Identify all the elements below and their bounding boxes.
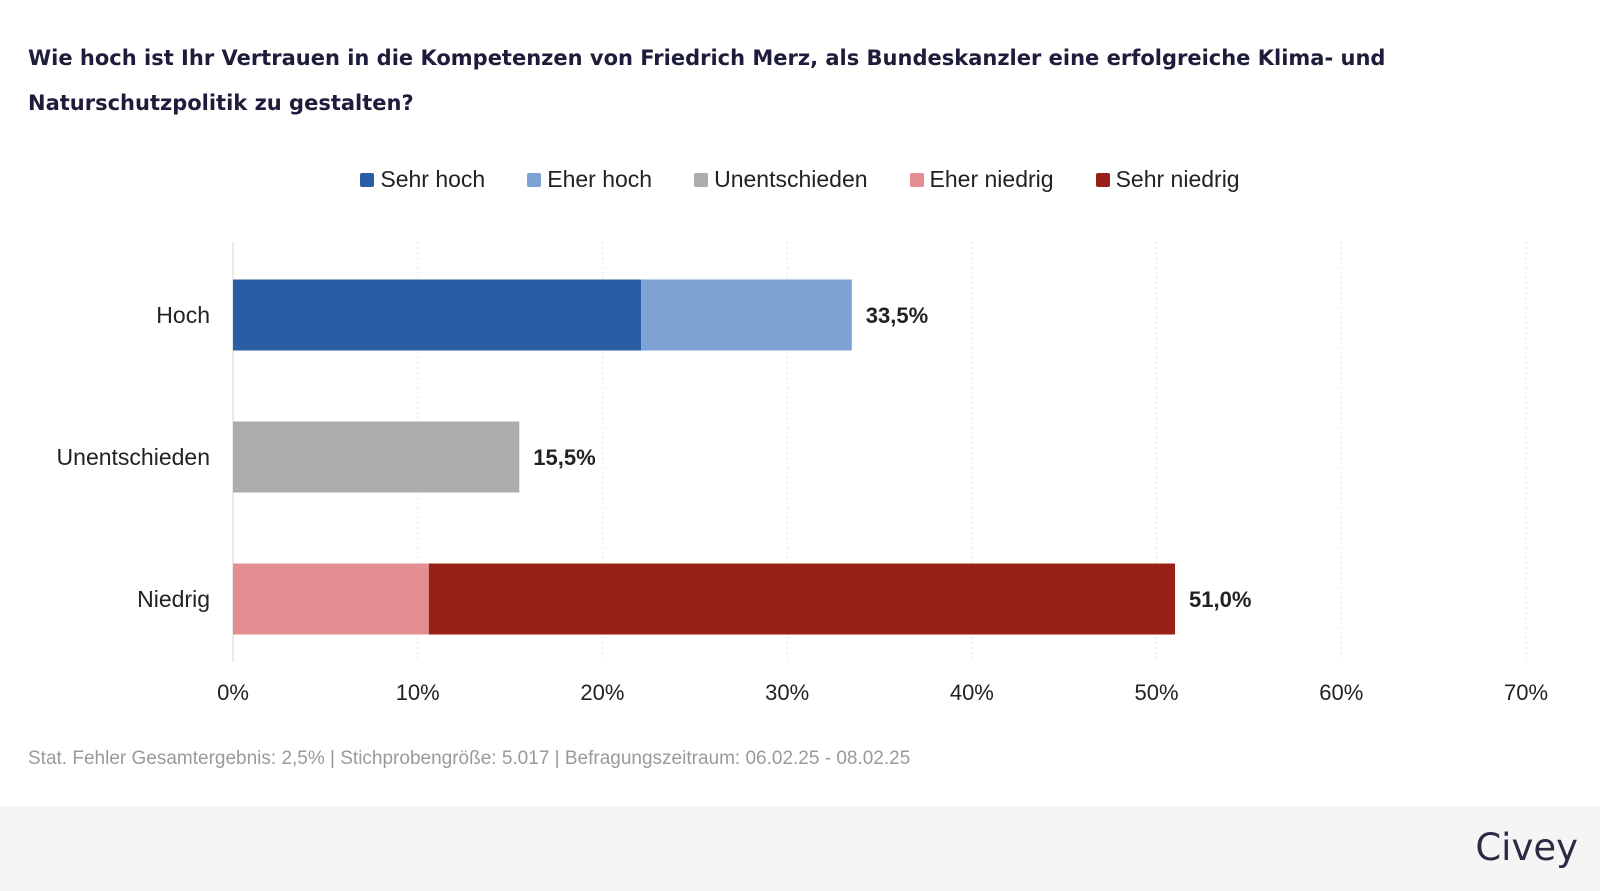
bar-unentschieden-unentschieden [233,421,520,493]
footnote: Stat. Fehler Gesamtergebnis: 2,5% | Stic… [28,748,911,769]
legend-item-unentschieden: Unentschieden [694,166,868,193]
legend-item-eher-hoch: Eher hoch [527,166,652,193]
bar-niedrig-eher-niedrig [233,563,429,635]
legend-item-eher-niedrig: Eher niedrig [909,166,1054,193]
legend-swatch-eher-hoch [527,172,542,187]
legend-swatch-unentschieden [694,172,709,187]
legend-label-eher-niedrig: Eher niedrig [929,166,1054,192]
x-tick-label-10: 10% [396,680,440,705]
chart-legend: Sehr hoch Eher hoch Unentschieden Eher n… [0,166,1600,193]
category-label-unentschieden: Unentschieden [57,444,210,470]
footer-bar: Civey [0,806,1600,891]
legend-swatch-sehr-hoch [360,172,375,187]
bar-hoch-sehr-hoch [233,279,642,351]
data-label-unentschieden: 15,5% [533,445,595,470]
category-label-hoch: Hoch [156,302,210,328]
x-tick-label-40: 40% [950,680,994,705]
legend-swatch-sehr-niedrig [1095,172,1110,187]
legend-label-eher-hoch: Eher hoch [547,166,653,192]
x-tick-label-30: 30% [765,680,809,705]
legend-item-sehr-niedrig: Sehr niedrig [1095,166,1240,193]
data-label-niedrig: 51,0% [1189,587,1251,612]
x-tick-label-60: 60% [1319,680,1363,705]
legend-label-sehr-niedrig: Sehr niedrig [1115,166,1240,192]
legend-swatch-eher-niedrig [909,172,924,187]
x-tick-label-70: 70% [1504,680,1548,705]
x-tick-label-0: 0% [217,680,249,705]
legend-item-sehr-hoch: Sehr hoch [360,166,485,193]
brand-logo: Civey [1475,826,1578,869]
x-tick-label-50: 50% [1135,680,1179,705]
bar-chart: 0% 10% 20% 30% 40% 50% 60% 70% Hoch 33,5% Unentsch… [57,242,1548,705]
chart-title: Wie hoch ist Ihr Vertrauen in die Kompet… [28,46,1386,115]
bar-hoch-eher-hoch [641,279,852,351]
data-label-hoch: 33,5% [866,303,928,328]
x-tick-label-20: 20% [580,680,624,705]
bar-niedrig-sehr-niedrig [428,563,1176,635]
legend-label-sehr-hoch: Sehr hoch [380,166,486,192]
category-label-niedrig: Niedrig [137,586,210,612]
legend-label-unentschieden: Unentschieden [714,166,868,192]
